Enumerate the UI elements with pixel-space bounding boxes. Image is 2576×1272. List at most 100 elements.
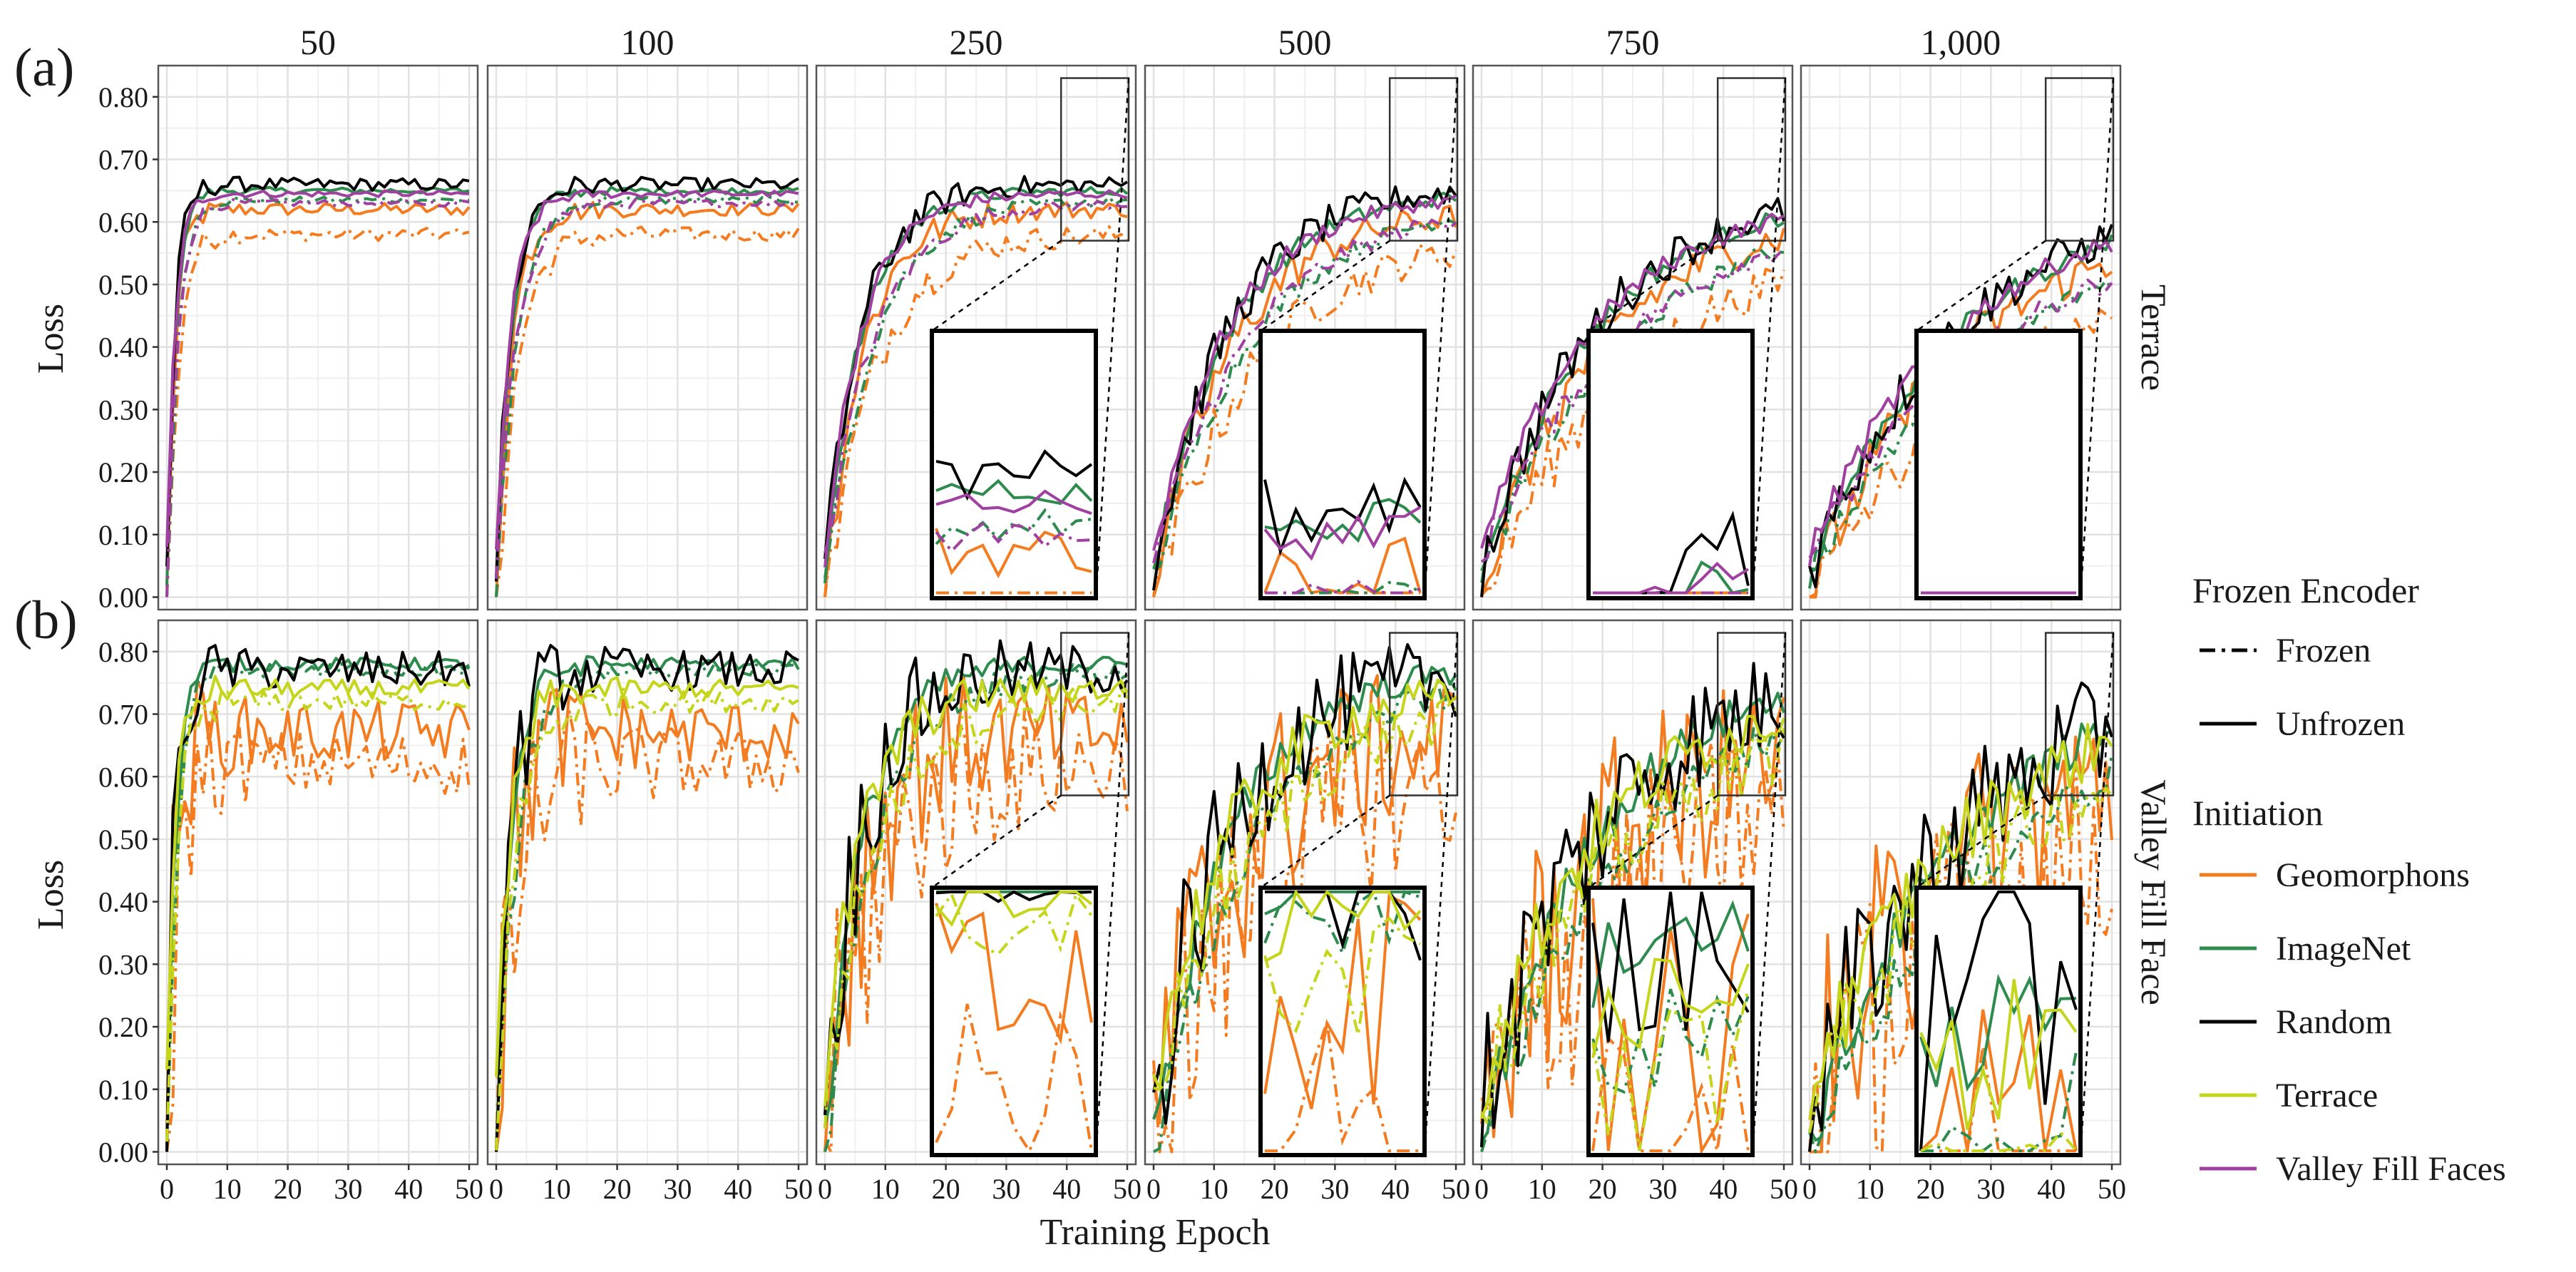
series-line-random-unfrozen	[823, 175, 1129, 560]
zoom-window	[1059, 77, 1130, 242]
inset-line-terrace-unfrozen	[1919, 979, 2078, 1131]
x-tick-label: 0	[489, 1173, 503, 1205]
y-tick-label: 0.10	[98, 519, 148, 551]
panel-tag-b: (b)	[14, 590, 78, 650]
x-tick-label: 50	[1113, 1173, 1141, 1205]
zoom-connector	[2079, 632, 2115, 1156]
x-tick-label: 0	[160, 1173, 174, 1205]
panel-border	[1472, 64, 1794, 611]
x-tick-label: 30	[1320, 1173, 1349, 1205]
series-line-geomorphons-frozen	[1480, 741, 1785, 1112]
inset-line-valley_fill_faces-frozen	[935, 522, 1092, 553]
inset-series	[935, 449, 1093, 595]
column-title: 1,000	[1921, 22, 2001, 62]
x-tick-label: 0	[1146, 1173, 1161, 1205]
zoom-connector	[1916, 240, 2046, 332]
zoom-window	[2044, 77, 2115, 242]
y-tick-label: 0.50	[98, 824, 148, 856]
series-line-imagenet-frozen	[165, 662, 471, 1152]
series-group	[1152, 643, 1457, 1154]
series-line-terrace-unfrozen	[1808, 723, 2113, 1120]
y-tick-label: 0.20	[98, 1011, 148, 1043]
row-strip-label: Valley Fill Face	[2134, 779, 2174, 1005]
series-group	[1152, 185, 1457, 598]
legend-label-imagenet: ImageNet	[2276, 930, 2411, 968]
inset-line-random-unfrozen	[935, 449, 1093, 501]
inset-line-terrace-unfrozen	[1264, 888, 1422, 963]
series-line-terrace-unfrozen	[1153, 678, 1457, 1091]
zoom-window	[2044, 632, 2115, 796]
series-line-imagenet-unfrozen	[1480, 212, 1785, 583]
panel-0-3: 500	[1144, 22, 1466, 611]
inset-frame	[1586, 329, 1755, 600]
series-group	[495, 175, 800, 597]
inset-frame	[1914, 886, 2083, 1157]
panel-border	[486, 619, 809, 1166]
inset-line-random-unfrozen	[1263, 476, 1422, 557]
inset-line-geomorphons-unfrozen	[935, 903, 1093, 1045]
x-tick-label: 10	[1200, 1173, 1228, 1205]
x-tick-label: 20	[1589, 1173, 1617, 1205]
panel-border	[815, 619, 1137, 1166]
panel-border	[1144, 619, 1466, 1166]
column-title: 750	[1606, 22, 1660, 62]
row-strip-label: Terrace	[2134, 284, 2174, 391]
x-tick-label: 50	[1770, 1173, 1798, 1205]
inset-line-random-unfrozen	[1591, 891, 1750, 1042]
series-line-valley_fill_faces-frozen	[165, 198, 470, 597]
series-line-terrace-unfrozen	[495, 675, 799, 1077]
inset-series	[1593, 511, 1750, 595]
series-line-valley_fill_faces-unfrozen	[495, 189, 799, 550]
series-line-valley_fill_faces-unfrozen	[165, 189, 470, 548]
panel-border	[486, 64, 809, 611]
series-line-imagenet-unfrozen	[823, 655, 1128, 1127]
x-tick-label: 30	[1648, 1173, 1677, 1205]
panel-0-2: 250	[815, 22, 1137, 611]
zoom-connector	[1260, 240, 1390, 332]
inset-series	[1919, 890, 2078, 1153]
series-line-valley_fill_faces-unfrozen	[823, 189, 1128, 568]
series-line-random-unfrozen	[823, 639, 1129, 1116]
zoom-window	[1388, 632, 1459, 796]
zoom-window	[1059, 632, 1130, 796]
zoom-connector	[1916, 794, 2046, 889]
series-line-valley_fill_faces-unfrozen	[1480, 212, 1785, 549]
series-line-geomorphons-frozen	[823, 225, 1129, 597]
y-tick-label: 0.00	[98, 1136, 148, 1168]
series-group	[823, 175, 1129, 597]
inset-line-imagenet-frozen	[1591, 988, 1750, 1094]
inset-line-random-unfrozen	[1919, 890, 2078, 1152]
series-line-geomorphons-unfrozen	[495, 687, 800, 1152]
series-line-geomorphons-frozen	[1152, 724, 1457, 1154]
x-tick-label: 50	[2098, 1173, 2126, 1205]
y-axis-title-bottom: Loss	[31, 860, 71, 930]
y-tick-label: 0.40	[98, 332, 148, 364]
panel-1-3: 0 10 20 30 40 50	[1144, 619, 1470, 1205]
zoom-connector	[1588, 794, 1718, 889]
x-tick-label: 30	[334, 1173, 362, 1205]
inset-line-imagenet-frozen	[935, 508, 1092, 545]
inset-line-geomorphons-frozen	[935, 1003, 1093, 1154]
legend-label-valley-fill-faces: Valley Fill Faces	[2276, 1150, 2506, 1188]
x-tick-label: 10	[543, 1173, 571, 1205]
panel-tag-a: (a)	[14, 38, 74, 98]
x-tick-label: 10	[871, 1173, 900, 1205]
legend-label-terrace: Terrace	[2276, 1077, 2378, 1114]
series-line-valley_fill_faces-frozen	[1152, 218, 1457, 564]
x-tick-label: 50	[1442, 1173, 1470, 1205]
inset-frame	[930, 886, 1098, 1157]
series-line-geomorphons-frozen	[165, 227, 470, 597]
inset-line-geomorphons-unfrozen	[935, 528, 1092, 579]
y-tick-label: 0.20	[98, 456, 148, 488]
series-line-valley_fill_faces-unfrozen	[1152, 194, 1457, 551]
inset-frame	[1586, 886, 1755, 1157]
series-line-geomorphons-frozen	[1152, 242, 1457, 597]
x-tick-label: 0	[1474, 1173, 1489, 1205]
series-line-geomorphons-frozen	[495, 225, 800, 597]
inset-line-geomorphons-frozen	[1591, 1035, 1750, 1153]
inset-frame	[930, 329, 1098, 600]
inset-line-geomorphons-frozen	[1265, 1021, 1420, 1153]
zoom-connector	[1094, 632, 1130, 1156]
legend-title-encoder: Frozen Encoder	[2192, 570, 2419, 610]
zoom-connector	[1260, 794, 1390, 889]
